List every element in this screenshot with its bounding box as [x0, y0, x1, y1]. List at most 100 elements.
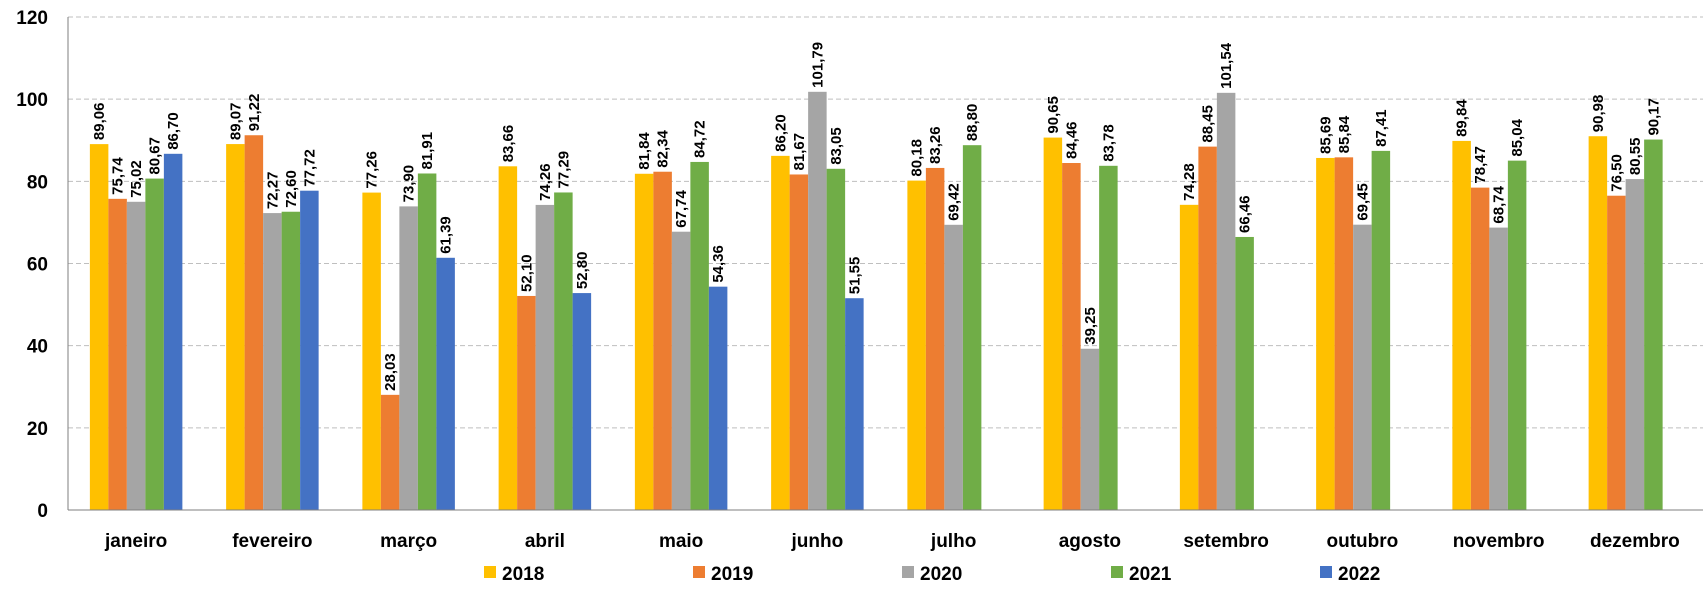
bar-2021-março: [417, 173, 437, 510]
data-label: 85,04: [1509, 118, 1526, 156]
legend-label: 2022: [1338, 564, 1380, 585]
data-label: 84,46: [1063, 121, 1080, 159]
data-label: 85,69: [1317, 116, 1334, 154]
data-label: 68,74: [1491, 185, 1508, 223]
data-label: 80,18: [909, 139, 926, 177]
data-label: 91,22: [246, 94, 263, 132]
x-tick-label: maio: [659, 531, 703, 552]
y-axis-ticks: 0 20 40 60 80 100 120: [16, 8, 48, 522]
bar-2018-novembro: [1452, 140, 1471, 510]
bar-2022-fevereiro: [300, 190, 319, 511]
x-tick-label: novembro: [1453, 531, 1545, 552]
bar-2018-dezembro: [1588, 136, 1608, 511]
data-label: 69,42: [946, 183, 963, 221]
data-label: 80,67: [147, 137, 164, 175]
bar-2019-setembro: [1198, 146, 1217, 510]
data-label: 101,79: [809, 42, 826, 88]
bar-2018-junho: [771, 155, 790, 510]
data-label: 74,28: [1181, 163, 1198, 201]
bar-2018-outubro: [1316, 157, 1335, 510]
bar-2019-maio: [653, 171, 672, 510]
legend-label: 2020: [920, 564, 962, 585]
data-label: 72,60: [283, 170, 300, 208]
legend-swatch-2021: [1111, 566, 1123, 578]
bar-2021-maio: [690, 161, 709, 510]
bar-2021-julho: [962, 145, 982, 510]
x-tick-label: agosto: [1059, 531, 1121, 552]
bar-2020-outubro: [1353, 224, 1372, 510]
data-label: 77,26: [364, 151, 381, 189]
data-label: 83,78: [1100, 124, 1117, 162]
data-label: 61,39: [438, 216, 455, 254]
bar-2019-outubro: [1334, 157, 1354, 510]
bar-2020-maio: [671, 231, 691, 510]
data-label: 74,26: [537, 163, 554, 201]
data-label: 52,10: [518, 254, 535, 292]
bar-2021-setembro: [1235, 236, 1254, 511]
bar-2020-agosto: [1080, 348, 1100, 510]
bar-2018-maio: [634, 173, 654, 511]
data-label: 54,36: [710, 245, 727, 283]
x-tick-label: janeiro: [104, 531, 167, 552]
y-tick-label: 40: [27, 337, 48, 358]
data-label: 81,84: [636, 132, 653, 170]
x-tick-label: setembro: [1183, 531, 1269, 552]
bar-2020-abril: [535, 204, 555, 510]
data-label: 86,70: [165, 112, 182, 150]
x-tick-label: abril: [525, 531, 565, 552]
legend-label: 2018: [502, 564, 544, 585]
data-label: 85,84: [1336, 115, 1353, 153]
y-tick-label: 100: [16, 90, 48, 111]
bar-2019-abril: [517, 295, 536, 510]
data-label: 69,45: [1354, 183, 1371, 221]
data-label: 86,20: [772, 114, 789, 152]
bar-2020-janeiro: [126, 201, 146, 510]
bar-2022-junho: [845, 298, 864, 510]
bar-2019-novembro: [1470, 187, 1490, 510]
bar-2022-janeiro: [163, 153, 183, 510]
bar-2021-fevereiro: [281, 211, 301, 511]
x-tick-label: junho: [791, 531, 844, 552]
bar-2018-julho: [907, 180, 926, 511]
y-tick-label: 0: [37, 501, 48, 522]
data-label: 28,03: [382, 353, 399, 391]
data-label: 73,90: [401, 165, 418, 203]
x-tick-label: dezembro: [1590, 531, 1680, 552]
data-label: 77,72: [301, 149, 318, 187]
data-label: 66,46: [1237, 195, 1254, 233]
bar-2019-março: [380, 394, 400, 510]
bar-2019-fevereiro: [244, 135, 264, 510]
legend-swatch-2022: [1320, 566, 1332, 578]
bar-2021-novembro: [1507, 160, 1527, 511]
x-tick-label: julho: [930, 531, 976, 552]
bar-2018-janeiro: [89, 144, 109, 511]
bar-2022-abril: [572, 293, 592, 510]
legend: 2018 2019 2020 2021 2022: [484, 564, 1380, 585]
y-tick-label: 120: [16, 8, 48, 29]
data-label: 89,84: [1454, 99, 1471, 137]
y-tick-label: 80: [27, 172, 48, 193]
bar-2018-abril: [498, 166, 518, 511]
bar-2021-janeiro: [145, 178, 164, 510]
data-label: 101,54: [1218, 42, 1235, 89]
bar-2018-fevereiro: [226, 144, 245, 511]
bar-2018-março: [362, 192, 381, 511]
bar-2021-outubro: [1371, 150, 1391, 511]
data-label: 82,34: [655, 130, 672, 168]
bar-2021-junho: [826, 168, 846, 510]
bar-2020-fevereiro: [263, 213, 282, 510]
data-label: 51,55: [846, 257, 863, 295]
bar-2021-abril: [554, 192, 573, 510]
bar-2019-agosto: [1062, 163, 1081, 510]
data-label: 52,80: [574, 252, 591, 290]
data-label: 88,80: [964, 104, 981, 142]
bar-2021-dezembro: [1644, 139, 1663, 511]
data-label: 77,29: [555, 151, 572, 189]
bar-2022-março: [436, 257, 455, 510]
data-label: 39,25: [1082, 307, 1099, 345]
x-tick-label: fevereiro: [232, 531, 312, 552]
data-label: 89,06: [91, 103, 108, 141]
bar-2020-dezembro: [1625, 179, 1645, 511]
bar-2020-junho: [808, 91, 827, 511]
